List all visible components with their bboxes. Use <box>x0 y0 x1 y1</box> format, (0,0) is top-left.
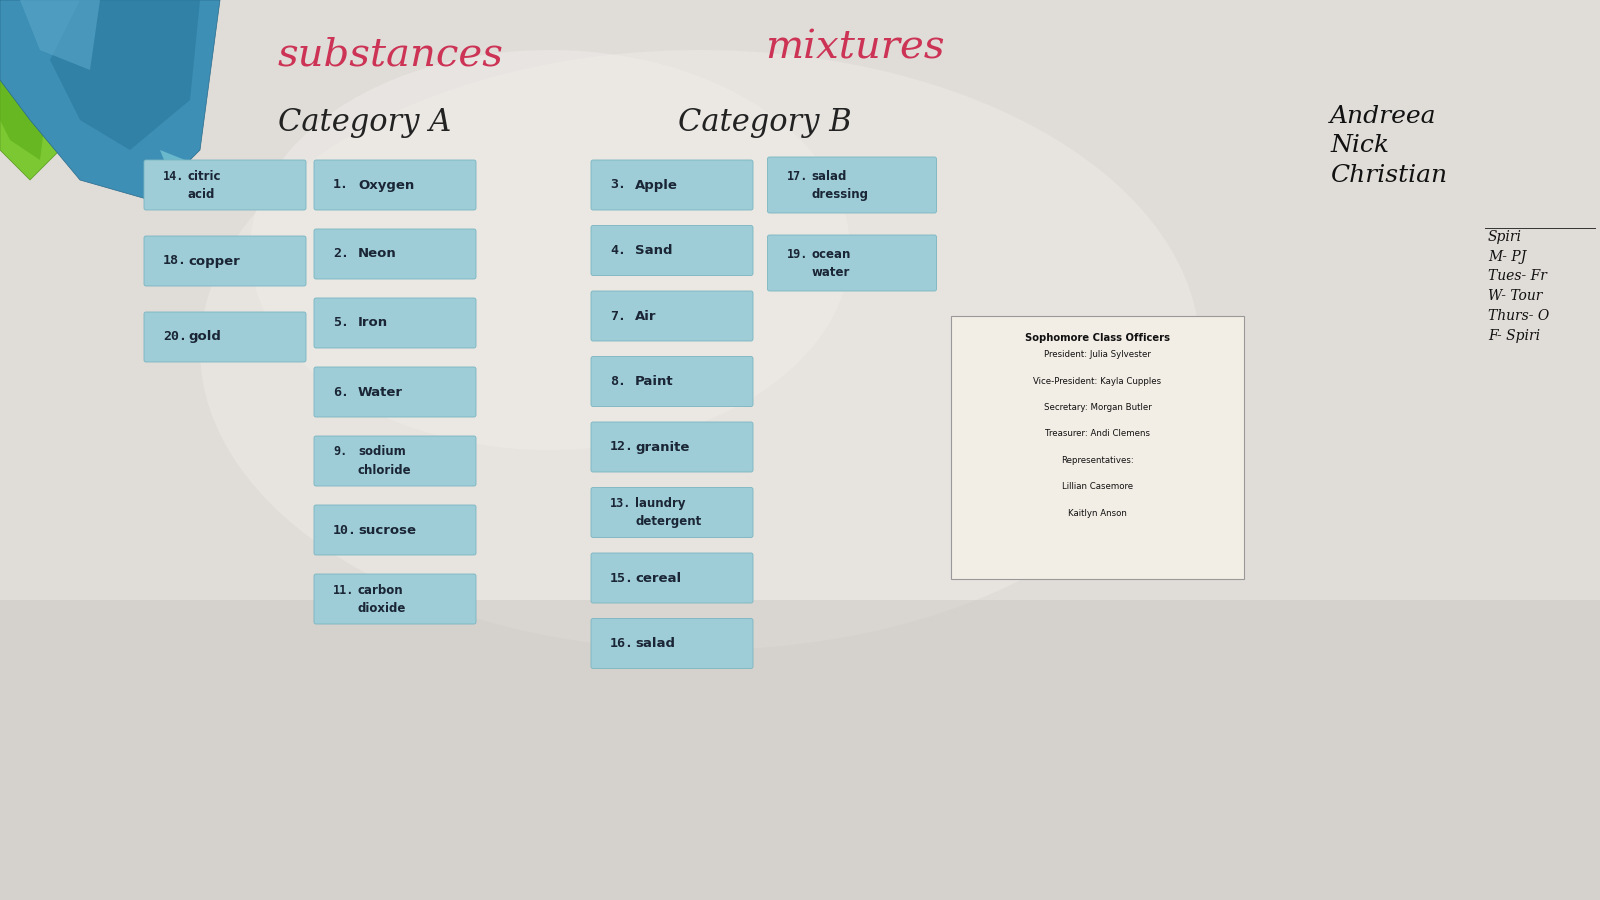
Text: 19.: 19. <box>787 248 808 260</box>
Text: Spiri
M- PJ
Tues- Fr
W- Tour
Thurs- O
F- Spiri: Spiri M- PJ Tues- Fr W- Tour Thurs- O F-… <box>1488 230 1549 343</box>
FancyBboxPatch shape <box>590 422 754 472</box>
Text: sodium: sodium <box>358 446 406 458</box>
Text: cereal: cereal <box>635 572 682 584</box>
Ellipse shape <box>200 50 1200 650</box>
Text: chloride: chloride <box>358 464 411 477</box>
Text: 20.: 20. <box>163 330 187 344</box>
Text: 16.: 16. <box>610 637 634 650</box>
Text: sucrose: sucrose <box>358 524 416 536</box>
Polygon shape <box>0 0 221 200</box>
FancyBboxPatch shape <box>314 367 477 417</box>
Text: laundry: laundry <box>635 497 685 510</box>
Text: President: Julia Sylvester: President: Julia Sylvester <box>1045 350 1150 359</box>
Polygon shape <box>19 0 99 70</box>
Text: 5.: 5. <box>333 317 349 329</box>
FancyBboxPatch shape <box>768 235 936 291</box>
Text: Category B: Category B <box>678 106 851 138</box>
Text: 12.: 12. <box>610 440 634 454</box>
Text: dressing: dressing <box>811 188 869 201</box>
Text: Secretary: Morgan Butler: Secretary: Morgan Butler <box>1043 403 1152 412</box>
Text: granite: granite <box>635 440 690 454</box>
Text: Category A: Category A <box>278 106 451 138</box>
Text: 7.: 7. <box>610 310 626 322</box>
Text: gold: gold <box>189 330 221 344</box>
Text: 15.: 15. <box>610 572 634 584</box>
Text: 11.: 11. <box>333 583 354 597</box>
Text: Apple: Apple <box>635 178 678 192</box>
Text: acid: acid <box>189 188 216 201</box>
FancyBboxPatch shape <box>314 160 477 210</box>
FancyBboxPatch shape <box>144 236 306 286</box>
Text: Water: Water <box>358 385 403 399</box>
Text: Andreea
Nick
Christian: Andreea Nick Christian <box>1330 105 1446 186</box>
Text: Lillian Casemore: Lillian Casemore <box>1062 482 1133 491</box>
Ellipse shape <box>250 50 850 450</box>
FancyBboxPatch shape <box>314 505 477 555</box>
Text: Representatives:: Representatives: <box>1061 456 1134 465</box>
Text: 4.: 4. <box>610 244 626 257</box>
Text: Air: Air <box>635 310 656 322</box>
FancyBboxPatch shape <box>144 160 306 210</box>
FancyBboxPatch shape <box>314 436 477 486</box>
Text: Iron: Iron <box>358 317 389 329</box>
Text: 9.: 9. <box>333 446 347 458</box>
Text: 6.: 6. <box>333 385 349 399</box>
Text: citric: citric <box>189 169 221 183</box>
FancyBboxPatch shape <box>314 574 477 624</box>
Polygon shape <box>160 150 221 200</box>
FancyBboxPatch shape <box>768 157 936 213</box>
FancyBboxPatch shape <box>590 226 754 275</box>
Text: dioxide: dioxide <box>358 602 406 615</box>
FancyBboxPatch shape <box>590 160 754 210</box>
Text: mixtures: mixtures <box>765 30 944 67</box>
Text: Paint: Paint <box>635 375 674 388</box>
Polygon shape <box>0 0 70 180</box>
Text: 1.: 1. <box>333 178 349 192</box>
Polygon shape <box>50 0 200 150</box>
Text: 18.: 18. <box>163 255 187 267</box>
Text: water: water <box>811 266 850 279</box>
FancyBboxPatch shape <box>314 298 477 348</box>
Text: Vice-President: Kayla Cupples: Vice-President: Kayla Cupples <box>1034 376 1162 385</box>
FancyBboxPatch shape <box>590 291 754 341</box>
Text: detergent: detergent <box>635 516 701 528</box>
Text: ocean: ocean <box>811 248 851 260</box>
FancyBboxPatch shape <box>950 316 1245 579</box>
Text: 2.: 2. <box>333 248 349 260</box>
FancyBboxPatch shape <box>590 488 754 537</box>
Text: Sophomore Class Officers: Sophomore Class Officers <box>1026 333 1170 343</box>
Text: Neon: Neon <box>358 248 397 260</box>
Text: carbon: carbon <box>358 583 403 597</box>
Text: Sand: Sand <box>635 244 672 257</box>
Text: Oxygen: Oxygen <box>358 178 414 192</box>
FancyBboxPatch shape <box>590 553 754 603</box>
FancyBboxPatch shape <box>590 356 754 407</box>
Text: copper: copper <box>189 255 240 267</box>
FancyBboxPatch shape <box>314 229 477 279</box>
Text: 8.: 8. <box>610 375 626 388</box>
FancyBboxPatch shape <box>0 600 1600 900</box>
Text: 10.: 10. <box>333 524 357 536</box>
Text: salad: salad <box>811 169 846 183</box>
Text: substances: substances <box>277 37 502 74</box>
Text: Kaitlyn Anson: Kaitlyn Anson <box>1069 509 1126 518</box>
Text: Treasurer: Andi Clemens: Treasurer: Andi Clemens <box>1045 429 1150 438</box>
Polygon shape <box>0 50 50 160</box>
Text: 3.: 3. <box>610 178 626 192</box>
Text: 14.: 14. <box>163 169 184 183</box>
Text: 13.: 13. <box>610 497 632 510</box>
Text: 17.: 17. <box>787 169 808 183</box>
Text: salad: salad <box>635 637 675 650</box>
FancyBboxPatch shape <box>590 618 754 669</box>
FancyBboxPatch shape <box>144 312 306 362</box>
